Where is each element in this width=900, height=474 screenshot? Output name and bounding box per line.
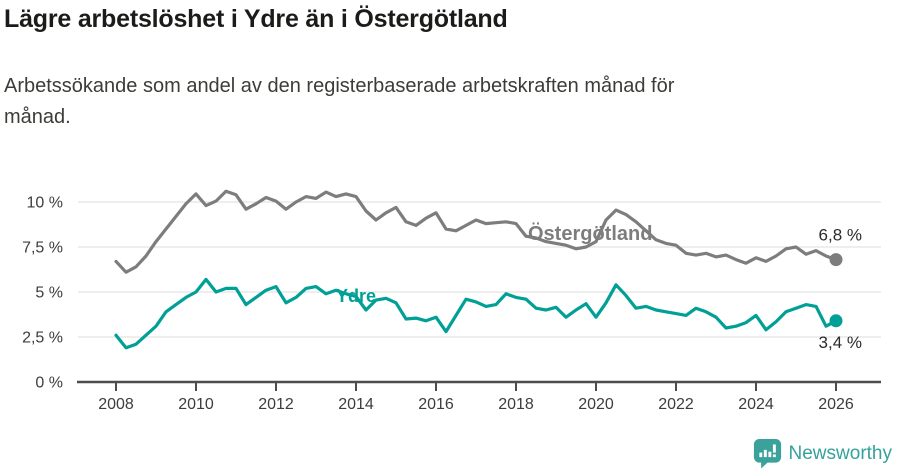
x-axis-tick-label: 2016 <box>418 396 454 413</box>
y-axis-tick-label: 10 % <box>27 195 63 212</box>
newsworthy-attribution[interactable]: Newsworthy <box>753 438 892 469</box>
x-axis-tick-label: 2018 <box>498 396 534 413</box>
series-end-value-label: 6,8 % <box>819 226 862 245</box>
subtitle-line-1: Arbetssökande som andel av den registerb… <box>4 75 675 97</box>
series-end-value-label: 3,4 % <box>819 333 862 352</box>
series-inline-label: Ydre <box>336 286 376 306</box>
series-end-dot <box>829 253 843 267</box>
series-line-Östergötland <box>114 189 838 274</box>
x-axis-tick-label: 2012 <box>258 396 294 413</box>
series-end-dot <box>829 314 843 328</box>
series-inline-label: Östergötland <box>528 222 652 245</box>
chart-subtitle: Arbetssökande som andel av den registerb… <box>4 71 762 133</box>
subtitle-line-2: månad. <box>4 106 71 128</box>
x-axis-tick-label: 2010 <box>178 396 214 413</box>
x-axis-tick-label: 2022 <box>658 396 694 413</box>
brand-name: Newsworthy <box>788 442 892 464</box>
x-axis-tick-label: 2026 <box>818 396 854 413</box>
bar-chart-speech-bubble-icon <box>753 439 781 469</box>
x-axis-tick-label: 2020 <box>578 396 614 413</box>
x-axis-tick-label: 2008 <box>98 396 134 413</box>
y-axis-tick-label: 7,5 % <box>22 240 63 257</box>
y-axis-tick-label: 0 % <box>35 375 63 392</box>
y-axis-tick-label: 5 % <box>35 285 63 302</box>
x-axis-tick-label: 2024 <box>738 396 774 413</box>
x-axis-tick-label: 2014 <box>338 396 374 413</box>
y-axis-tick-label: 2,5 % <box>22 330 63 347</box>
page-title: Lägre arbetslöshet i Ydre än i Östergötl… <box>4 5 508 33</box>
series-line-Ydre <box>114 277 838 350</box>
